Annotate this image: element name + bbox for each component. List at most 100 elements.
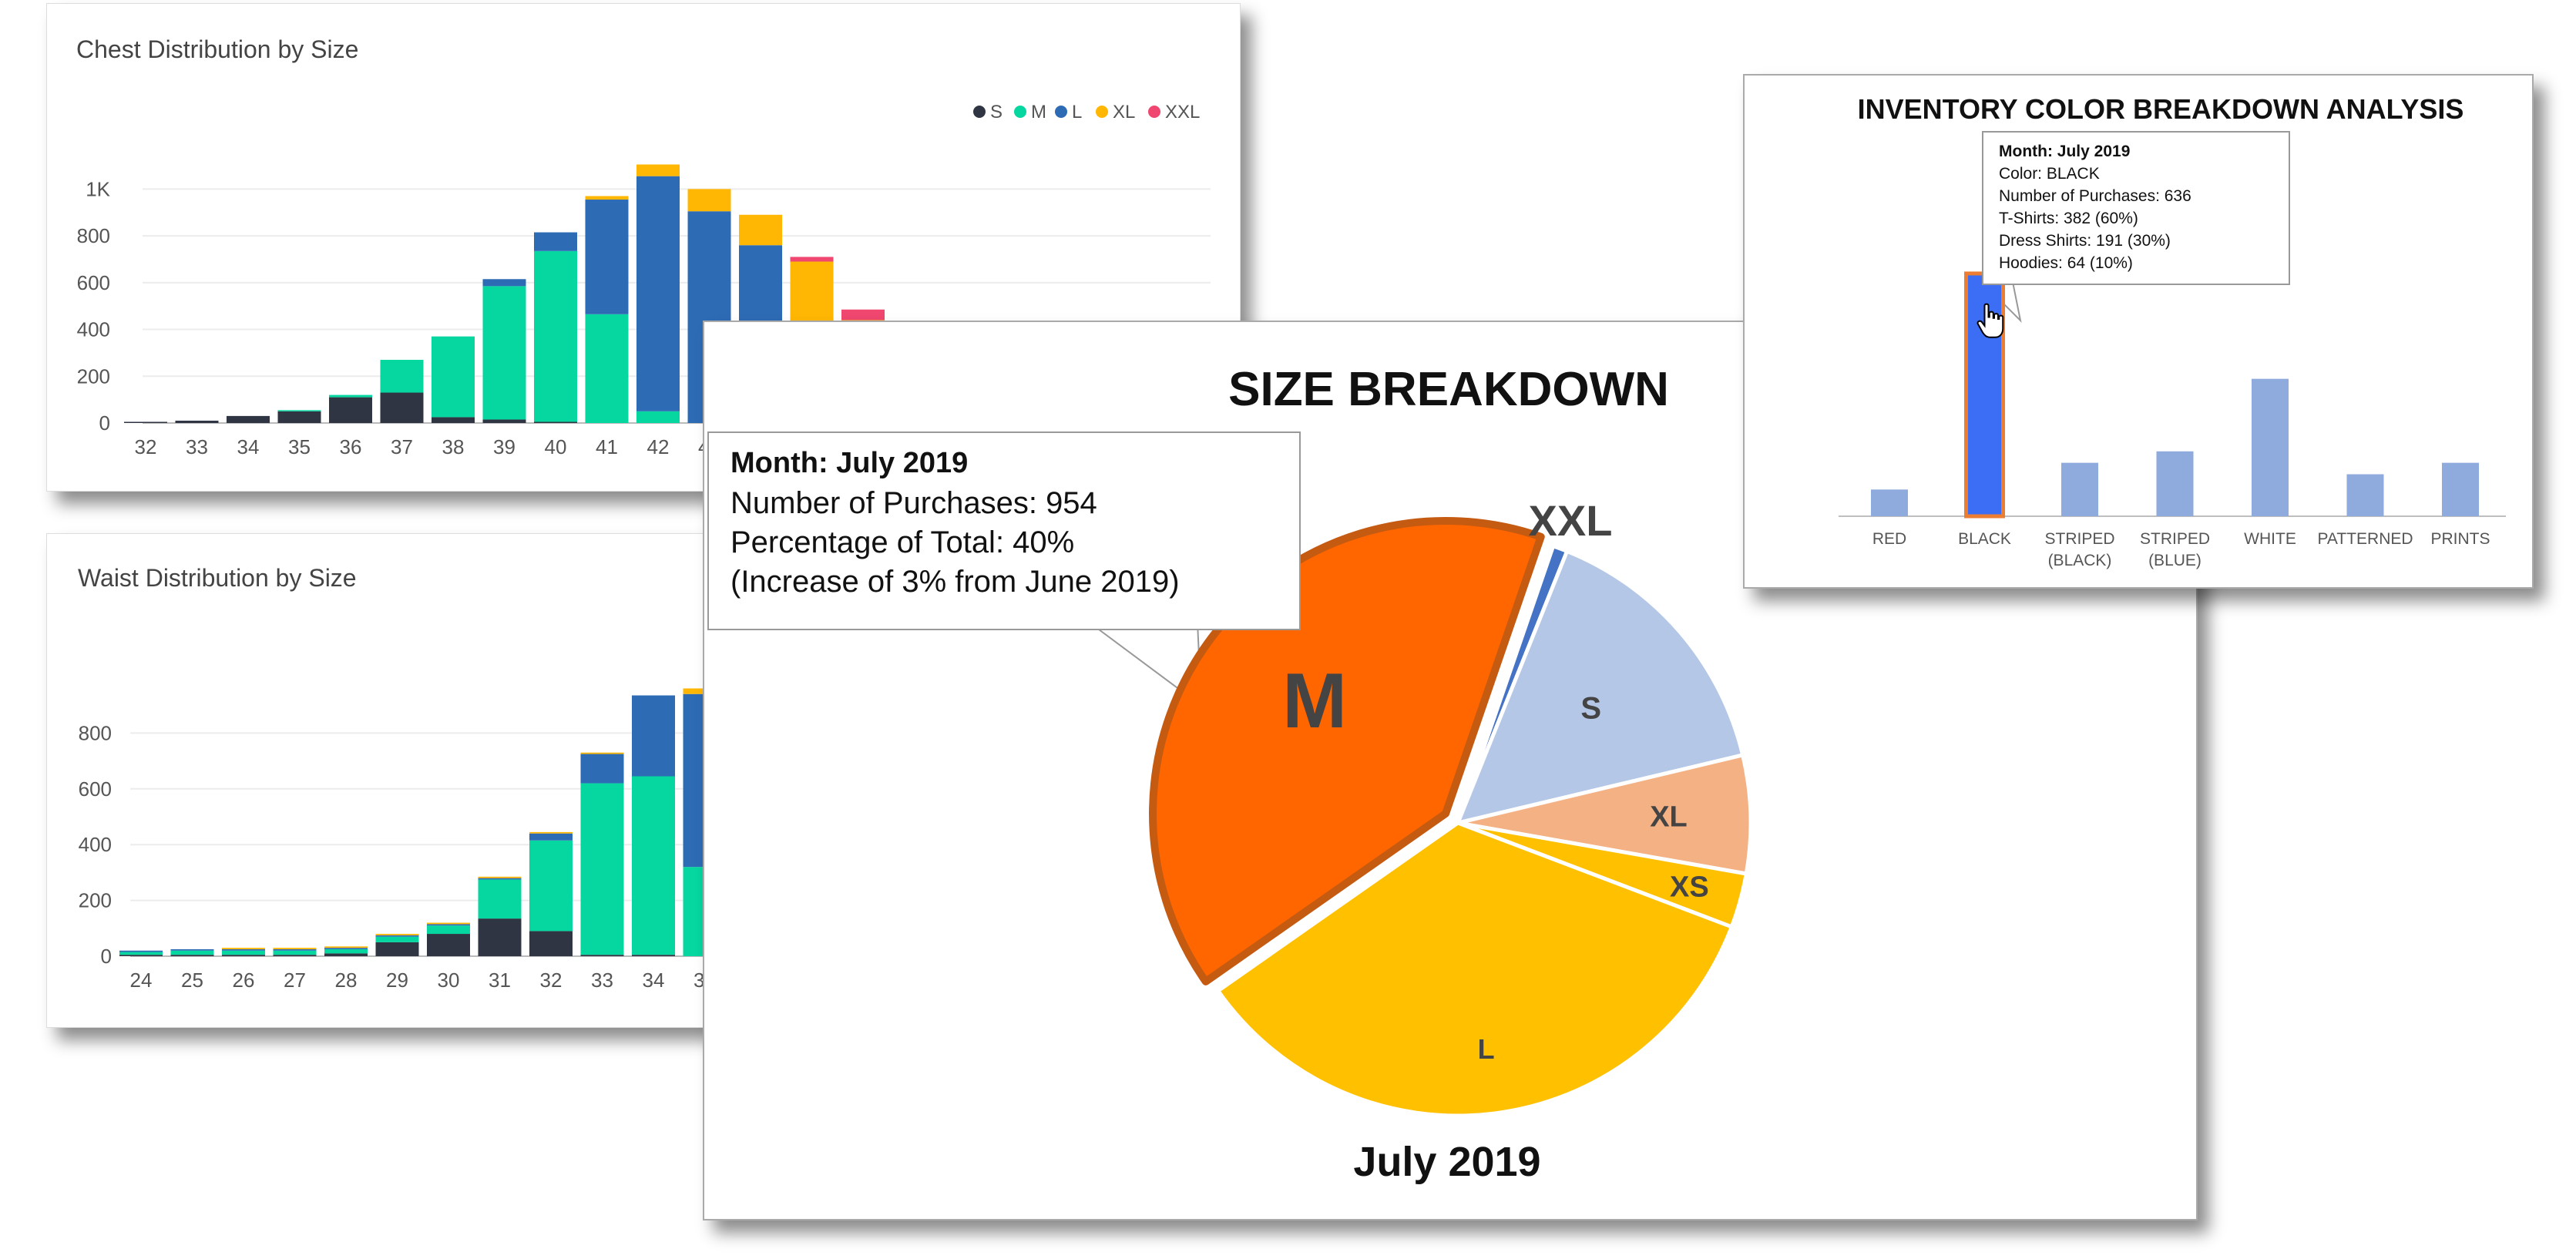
waist-bar-s (478, 918, 522, 956)
pie-slice-s (1456, 549, 1745, 825)
waist-bar-xl (222, 948, 265, 949)
chest-x-tick-label: 40 (545, 435, 567, 458)
inventory-bar (2061, 462, 2098, 516)
chest-legend-label: M (1031, 102, 1046, 123)
chest-y-tick-label: 1K (86, 177, 110, 200)
chest-bar-m (636, 411, 680, 423)
inventory-x-tick-label: STRIPED (2044, 530, 2114, 548)
pie-slice-m (1149, 516, 1545, 985)
waist-x-tick-label: 28 (335, 969, 358, 992)
chest-y-tick-label: 0 (99, 411, 110, 435)
chest-bar-m (329, 394, 372, 398)
waist-bar-l (273, 948, 317, 951)
chest-bar-xl (585, 196, 629, 200)
chest-bar-s (227, 415, 270, 423)
chest-bar-s (124, 421, 167, 423)
chest-bar-s (380, 392, 424, 423)
waist-bar-xl (427, 922, 470, 925)
waist-x-tick-label: 32 (540, 969, 563, 992)
chest-bar-s (175, 420, 219, 423)
chest-chart-title: Chest Distribution by Size (76, 35, 358, 63)
pie-tooltip-change: (Increase of 3% from June 2019) (730, 565, 1180, 599)
waist-bar-xl (375, 934, 419, 935)
waist-y-tick-label: 200 (79, 889, 112, 912)
waist-bar-l (375, 935, 419, 937)
chest-x-tick-label: 32 (135, 435, 157, 458)
waist-bar-s (632, 955, 675, 956)
pie-slice-label: L (1478, 1033, 1495, 1065)
inventory-x-tick-label: WHITE (2244, 530, 2296, 548)
inventory-bar (2442, 462, 2479, 516)
waist-bar-s (375, 942, 419, 956)
waist-x-tick-label: 24 (130, 969, 153, 992)
waist-bar-m (478, 879, 522, 919)
inventory-bar (2156, 451, 2194, 516)
waist-bar-xl (580, 752, 624, 754)
waist-bar-m (632, 776, 675, 955)
chest-bar-l (585, 200, 629, 314)
waist-bar-s (427, 934, 470, 956)
pie-slice-label: XL (1650, 801, 1688, 834)
waist-bar-s (119, 955, 163, 956)
waist-bar-l (427, 924, 470, 926)
waist-bar-s (273, 955, 317, 956)
chest-legend-marker (1014, 106, 1026, 118)
chest-x-tick-label: 33 (186, 435, 208, 458)
inventory-color-card: INVENTORY COLOR BREAKDOWN ANALYSIS RED BL… (1743, 74, 2534, 589)
inventory-bar (2252, 378, 2289, 516)
pie-slice-label: M (1282, 658, 1347, 744)
chest-y-tick-label: 800 (77, 224, 110, 247)
chest-legend-label: S (990, 102, 1003, 123)
waist-bar-l (580, 754, 624, 784)
waist-bar-m (375, 936, 419, 942)
waist-bar-xl (529, 831, 573, 834)
waist-y-tick-label: 600 (79, 777, 112, 801)
chest-x-tick-label: 37 (391, 435, 413, 458)
chest-bar-xl (636, 164, 680, 176)
waist-bar-m (427, 925, 470, 935)
hand-cursor-shape (1977, 303, 2004, 338)
chest-bar-m (380, 360, 424, 393)
inventory-x-tick-label: PATTERNED (2317, 530, 2413, 548)
waist-y-tick-label: 0 (101, 945, 112, 968)
chest-bar-s (534, 421, 577, 423)
inventory-tooltip-color: Color: BLACK (1999, 165, 2100, 183)
inventory-x-tick-label: STRIPED (2140, 530, 2210, 548)
inventory-x-tick-label: (BLUE) (2148, 552, 2202, 569)
hand-cursor-icon (1977, 303, 2004, 338)
waist-bar-s (170, 955, 214, 956)
waist-bar-l (324, 948, 368, 949)
chest-bar-s (482, 419, 526, 423)
chest-x-tick-label: 39 (493, 435, 516, 458)
chest-x-tick-label: 35 (288, 435, 311, 458)
waist-bar-s (529, 931, 573, 956)
pie-tooltip-purchases: Number of Purchases: 954 (730, 486, 1097, 520)
chest-legend-marker (973, 106, 986, 118)
waist-x-tick-label: 31 (489, 969, 511, 992)
chest-x-tick-label: 42 (647, 435, 670, 458)
pie-tooltip-month: Month: July 2019 (730, 447, 969, 479)
waist-bar-m (170, 950, 214, 955)
waist-x-tick-label: 30 (438, 969, 460, 992)
chest-legend-marker (1096, 106, 1108, 118)
pie-chart-title: SIZE BREAKDOWN (1228, 363, 1669, 416)
waist-bar-l (170, 948, 214, 951)
waist-bar-m (529, 840, 573, 932)
pie-tooltip: Month: July 2019 Number of Purchases: 95… (707, 431, 1301, 630)
waist-x-tick-label: 25 (181, 969, 203, 992)
waist-x-tick-label: 29 (386, 969, 408, 992)
waist-bar-m (119, 952, 163, 955)
inventory-bar (1871, 489, 1908, 516)
inventory-tooltip-purchases: Number of Purchases: 636 (1999, 187, 2191, 205)
chest-bar-s (277, 411, 321, 423)
chest-y-tick-label: 400 (77, 318, 110, 341)
waist-x-tick-label: 33 (591, 969, 613, 992)
chest-bar-s (329, 397, 372, 423)
chest-bar-xl (687, 189, 731, 212)
chest-bar-m (277, 410, 321, 411)
waist-y-tick-label: 400 (79, 833, 112, 856)
chest-bar-l (534, 232, 577, 251)
waist-bar-m (273, 950, 317, 955)
waist-bar-xl (478, 876, 522, 878)
chest-bar-l (482, 279, 526, 287)
